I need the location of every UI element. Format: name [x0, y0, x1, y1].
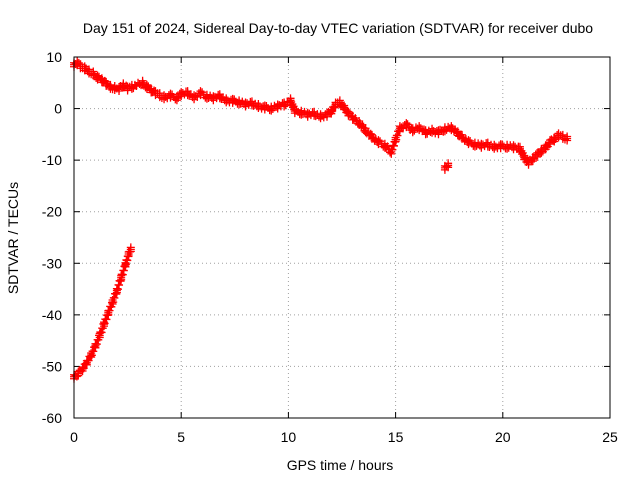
data-point-marker — [127, 84, 136, 93]
x-tick-label: 15 — [388, 429, 404, 445]
y-tick-label: -20 — [42, 204, 62, 220]
data-point-marker — [87, 351, 96, 360]
data-point-marker — [537, 148, 546, 157]
grid-lines — [74, 57, 610, 418]
y-tick-label: 10 — [46, 49, 62, 65]
data-point-marker — [524, 160, 533, 169]
chart-title: Day 151 of 2024, Sidereal Day-to-day VTE… — [83, 20, 593, 36]
data-point-marker — [408, 128, 417, 137]
data-point-marker — [440, 127, 449, 136]
axis-ticks — [73, 56, 611, 419]
data-point-marker — [280, 102, 289, 111]
data-point-marker — [91, 343, 100, 352]
y-axis-label: SDTVAR / TECUs — [5, 182, 21, 294]
plot-frame — [73, 56, 611, 419]
y-tick-label: -40 — [42, 307, 62, 323]
y-tick-label: -10 — [42, 152, 62, 168]
series-1 — [70, 57, 572, 169]
y-tick-label: -60 — [42, 410, 62, 426]
tick-labels: 0 5 10 15 20 25 10 0 -10 -20 -30 -40 -50 -60 — [42, 49, 618, 445]
series-0 — [70, 243, 135, 383]
y-tick-label: -30 — [42, 255, 62, 271]
x-axis-label: GPS time / hours — [287, 457, 394, 473]
data-point-marker — [563, 136, 572, 145]
series-2 — [440, 159, 453, 174]
data-point-marker — [82, 360, 91, 369]
x-tick-label: 25 — [602, 429, 618, 445]
data-point-marker — [126, 247, 135, 256]
data-point-marker — [87, 353, 96, 362]
data-point-marker — [92, 340, 101, 349]
data-points — [70, 57, 572, 383]
x-tick-label: 5 — [177, 429, 185, 445]
x-tick-label: 20 — [495, 429, 511, 445]
x-tick-label: 0 — [70, 429, 78, 445]
data-point-marker — [267, 106, 276, 115]
data-point-marker — [115, 86, 124, 95]
data-point-marker — [74, 58, 83, 67]
y-tick-label: -50 — [42, 358, 62, 374]
data-point-marker — [74, 371, 83, 380]
data-point-marker — [444, 163, 453, 172]
data-point-marker — [322, 112, 331, 121]
data-point-marker — [124, 252, 133, 261]
x-tick-label: 10 — [281, 429, 297, 445]
y-tick-label: 0 — [54, 101, 62, 117]
